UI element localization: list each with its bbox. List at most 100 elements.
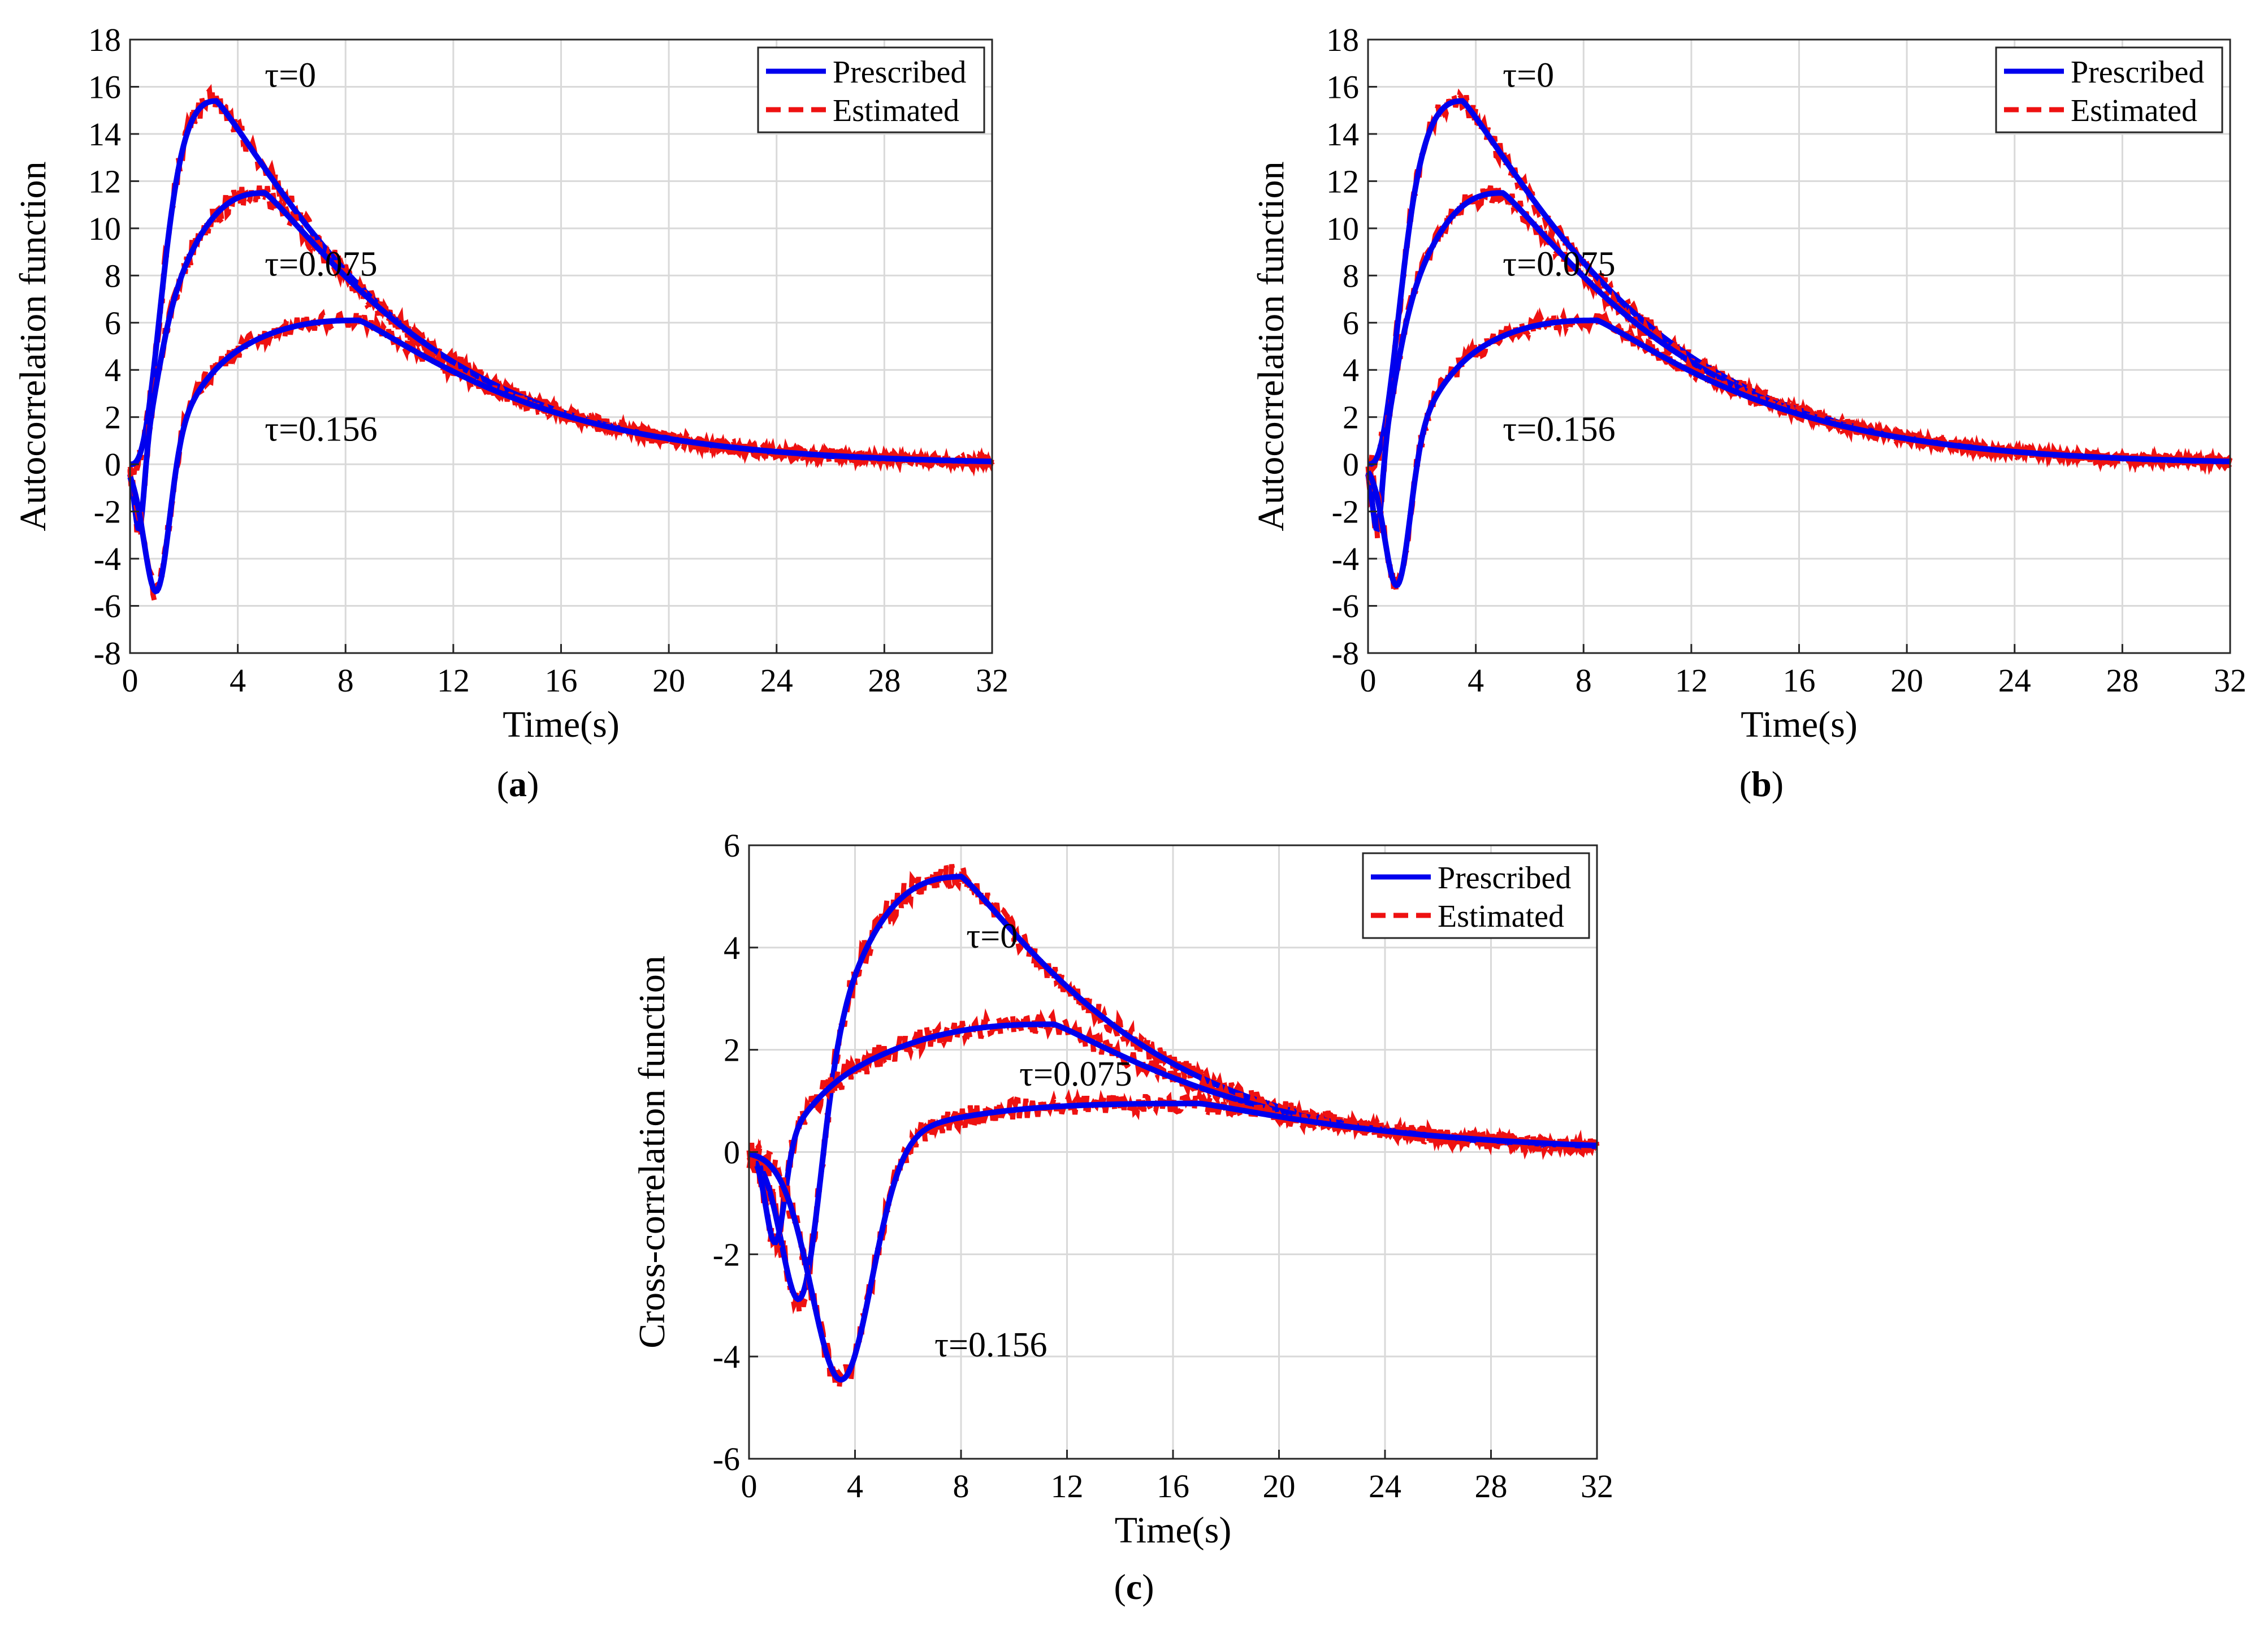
y-tick-label: 4 <box>724 930 740 966</box>
legend-label-0: Prescribed <box>1438 861 1571 896</box>
y-tick-label: 4 <box>105 352 121 388</box>
chart-panel-c: τ=0 τ=0.075 τ=0.156 0 4 8 12 16 20 24 28 32 -6 -4 -2 0 2… <box>611 814 1685 1606</box>
y-tick-label: 10 <box>88 210 121 247</box>
y-tick-label: -2 <box>94 494 121 530</box>
series-prescribed-2 <box>748 1100 1598 1383</box>
x-axis-label: Time(s) <box>503 704 620 745</box>
y-tick-label: -2 <box>1332 494 1359 530</box>
legend-box <box>1995 46 2223 133</box>
y-tick-label: 18 <box>1326 21 1359 58</box>
x-tick-label: 16 <box>545 662 578 699</box>
x-tick-label: 0 <box>741 1468 758 1505</box>
curve-label-0: τ=0 <box>265 56 316 94</box>
y-tick-label: -6 <box>1332 588 1359 625</box>
y-tick-label: 0 <box>724 1134 740 1171</box>
y-tick-label: 6 <box>1343 305 1359 342</box>
caption-a: (a) <box>496 764 539 804</box>
curve-label-2: τ=0.156 <box>265 410 377 448</box>
curve-label-2: τ=0.156 <box>934 1326 1047 1364</box>
y-tick-label: 0 <box>1343 446 1359 483</box>
x-tick-label: 32 <box>1581 1468 1613 1505</box>
x-axis-label: Time(s) <box>1115 1510 1232 1551</box>
y-axis-label: Cross-correlation function <box>631 956 673 1349</box>
y-tick-label: -4 <box>94 541 121 577</box>
x-tick-label: 12 <box>1051 1468 1084 1505</box>
x-tick-label: 12 <box>437 662 470 699</box>
caption-c: (c) <box>1114 1567 1154 1607</box>
x-tick-label: 8 <box>1576 662 1592 699</box>
y-axis-label: Autocorrelation function <box>12 161 54 531</box>
x-tick-label: 28 <box>868 662 901 699</box>
legend-label-0: Prescribed <box>833 55 966 90</box>
y-tick-label: 16 <box>88 68 121 105</box>
x-tick-label: 24 <box>1369 1468 1401 1505</box>
curve-label-0: τ=0 <box>966 917 1018 956</box>
y-tick-label: 16 <box>1326 68 1359 105</box>
legend-label-0: Prescribed <box>2071 55 2204 90</box>
y-tick-label: 14 <box>1326 116 1359 153</box>
x-tick-label: 32 <box>2214 662 2247 699</box>
y-tick-label: 2 <box>1343 399 1359 436</box>
x-tick-label: 20 <box>1890 662 1923 699</box>
x-tick-label: 4 <box>1468 662 1484 699</box>
curve-label-1: τ=0.075 <box>1503 245 1615 283</box>
x-tick-label: 20 <box>652 662 685 699</box>
x-tick-label: 16 <box>1157 1468 1189 1505</box>
y-tick-label: -4 <box>713 1338 740 1375</box>
y-tick-label: 0 <box>105 446 121 483</box>
curve-label-1: τ=0.075 <box>265 245 377 283</box>
x-tick-label: 0 <box>1360 662 1377 699</box>
y-tick-label: 8 <box>1343 257 1359 294</box>
y-tick-label: -8 <box>1332 635 1359 672</box>
y-tick-label: -2 <box>713 1236 740 1273</box>
x-tick-label: 8 <box>337 662 354 699</box>
x-tick-label: 24 <box>1998 662 2031 699</box>
x-tick-label: 8 <box>953 1468 969 1505</box>
x-axis-label: Time(s) <box>1741 704 1858 745</box>
x-tick-label: 4 <box>230 662 246 699</box>
y-tick-label: -6 <box>94 588 121 625</box>
y-axis-label: Autocorrelation function <box>1250 161 1292 531</box>
y-tick-label: 12 <box>88 163 121 200</box>
y-tick-label: -4 <box>1332 541 1359 577</box>
legend-label-1: Estimated <box>2071 93 2197 128</box>
y-tick-label: 2 <box>105 399 121 436</box>
x-tick-label: 28 <box>1475 1468 1508 1505</box>
curve-label-2: τ=0.156 <box>1503 410 1615 448</box>
x-tick-label: 32 <box>976 662 1009 699</box>
x-tick-label: 20 <box>1263 1468 1296 1505</box>
legend-label-1: Estimated <box>833 93 959 128</box>
x-tick-label: 12 <box>1675 662 1708 699</box>
series-prescribed-2 <box>1365 317 2231 589</box>
caption-b: (b) <box>1739 764 1784 804</box>
y-tick-label: 10 <box>1326 210 1359 247</box>
y-tick-label: -6 <box>713 1441 740 1477</box>
x-tick-label: 16 <box>1783 662 1816 699</box>
y-tick-label: 18 <box>88 21 121 58</box>
y-tick-label: 2 <box>724 1032 740 1069</box>
y-tick-label: 6 <box>724 827 740 864</box>
legend-label-1: Estimated <box>1438 899 1564 934</box>
y-tick-label: 14 <box>88 116 121 153</box>
x-tick-label: 0 <box>122 662 138 699</box>
x-tick-label: 24 <box>760 662 793 699</box>
x-tick-label: 4 <box>847 1468 863 1505</box>
y-tick-label: 6 <box>105 305 121 342</box>
series-prescribed-2 <box>127 317 993 595</box>
curve-label-0: τ=0 <box>1503 56 1554 94</box>
y-tick-label: 8 <box>105 257 121 294</box>
curve-label-1: τ=0.075 <box>1019 1055 1132 1094</box>
legend-box <box>1362 852 1590 939</box>
y-tick-label: 4 <box>1343 352 1359 388</box>
y-tick-label: -8 <box>94 635 121 672</box>
legend-box <box>757 46 985 133</box>
chart-panel-b: τ=0 τ=0.075 τ=0.156 0 4 8 12 16 20 24 28 32 -8 -6 -4 -2… <box>1238 0 2256 803</box>
y-tick-label: 12 <box>1326 163 1359 200</box>
x-tick-label: 28 <box>2106 662 2139 699</box>
